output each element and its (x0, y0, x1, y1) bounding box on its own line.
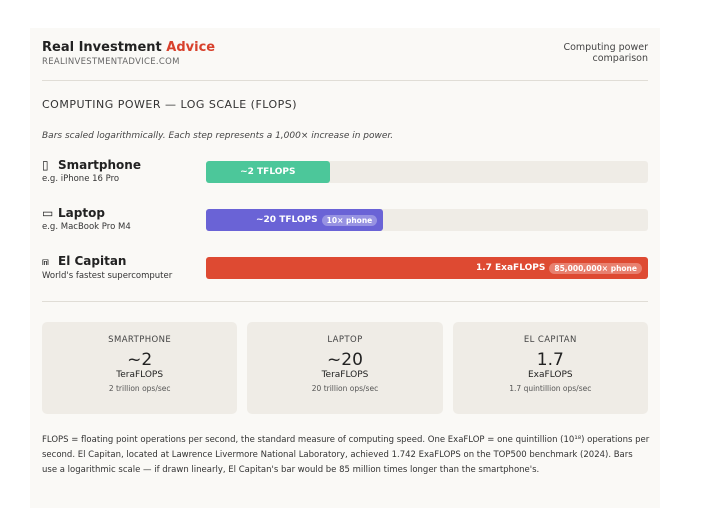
card-value: 1.7 (536, 350, 564, 370)
card-note: 1.7 quintillion ops/sec (509, 384, 592, 393)
bar: ~2 TFLOPS (206, 161, 330, 183)
category: ▭ Laptop (42, 206, 648, 220)
footnote: FLOPS = floating point operations per se… (42, 435, 650, 475)
card-label: LAPTOP (327, 335, 363, 345)
brand: Real Investment Advice (42, 40, 648, 55)
card-unit: ExaFLOPS (528, 370, 573, 380)
bar-track: 1.7 ExaFLOPS 85,000,000× phone (206, 257, 648, 279)
value-label: 1.7 ExaFLOPS (475, 263, 546, 273)
category-label: Laptop (58, 206, 105, 220)
brand-name: Real Investment (42, 40, 162, 55)
brand-accent: Advice (166, 40, 216, 55)
bar-row: ▭ Laptop e.g. MacBook Pro M4 ~20 TFLOPS 10× … (42, 206, 648, 236)
category-note: e.g. MacBook Pro M4 (42, 222, 131, 232)
stat-card: SMARTPHONE ~2 TeraFLOPS 2 trillion ops/sec (42, 322, 238, 414)
category: ⩎ El Capitan (42, 254, 648, 269)
icon: ▭ (42, 206, 54, 220)
value-label: ~20 TFLOPS (256, 215, 318, 225)
stat-card: LAPTOP ~20 TeraFLOPS 20 trillion ops/sec (247, 322, 443, 414)
icon: ▯ (42, 158, 49, 172)
category-note: e.g. iPhone 16 Pro (42, 174, 120, 184)
card-unit: TeraFLOPS (116, 370, 164, 380)
category: ▯ Smartphone (42, 158, 648, 172)
site: REALINVESTMENTADVICE.COM (42, 57, 180, 67)
bar-track: ~2 TFLOPS (206, 161, 648, 183)
bar-row: ▯ Smartphone e.g. iPhone 16 Pro ~2 TFLOPS (42, 158, 648, 188)
bar: 1.7 ExaFLOPS 85,000,000× phone (206, 257, 648, 279)
cards: SMARTPHONE ~2 TeraFLOPS 2 trillion ops/sec L… (42, 322, 648, 414)
infographic: Real Investment Advice REALINVESTMENTADV… (30, 28, 660, 508)
stat-card: EL CAPITAN 1.7 ExaFLOPS 1.7 quintillion ops… (452, 322, 648, 414)
chart-title: COMPUTING POWER — LOG SCALE (FLOPS) (42, 98, 298, 111)
card-label: SMARTPHONE (108, 335, 172, 345)
header: Real Investment Advice REALINVESTMENTADV… (42, 40, 648, 81)
card-value: ~20 (327, 350, 363, 370)
card-note: 20 trillion ops/sec (311, 384, 379, 393)
card-value: ~2 (127, 350, 153, 370)
icon: ⩎ (42, 254, 49, 268)
bar-track: ~20 TFLOPS 10× phone (206, 209, 648, 231)
category-label: El Capitan (58, 254, 127, 268)
card-note: 2 trillion ops/sec (108, 384, 171, 393)
chart-subtitle: Bars scaled logarithmically. Each step r… (42, 131, 394, 141)
category-label: Smartphone (58, 158, 141, 172)
caption: Computing power comparison (563, 42, 648, 64)
bar: ~20 TFLOPS 10× phone (206, 209, 384, 231)
card-label: EL CAPITAN (523, 335, 577, 345)
bar-row: ⩎ El Capitan World's fastest supercomputer… (42, 254, 648, 284)
badge: 85,000,000× phone (549, 262, 642, 274)
value-label: ~2 TFLOPS (240, 167, 296, 177)
separator (42, 301, 648, 302)
category-note: World's fastest supercomputer (42, 271, 173, 281)
card-unit: TeraFLOPS (321, 370, 369, 380)
badge: 10× phone (321, 214, 378, 226)
